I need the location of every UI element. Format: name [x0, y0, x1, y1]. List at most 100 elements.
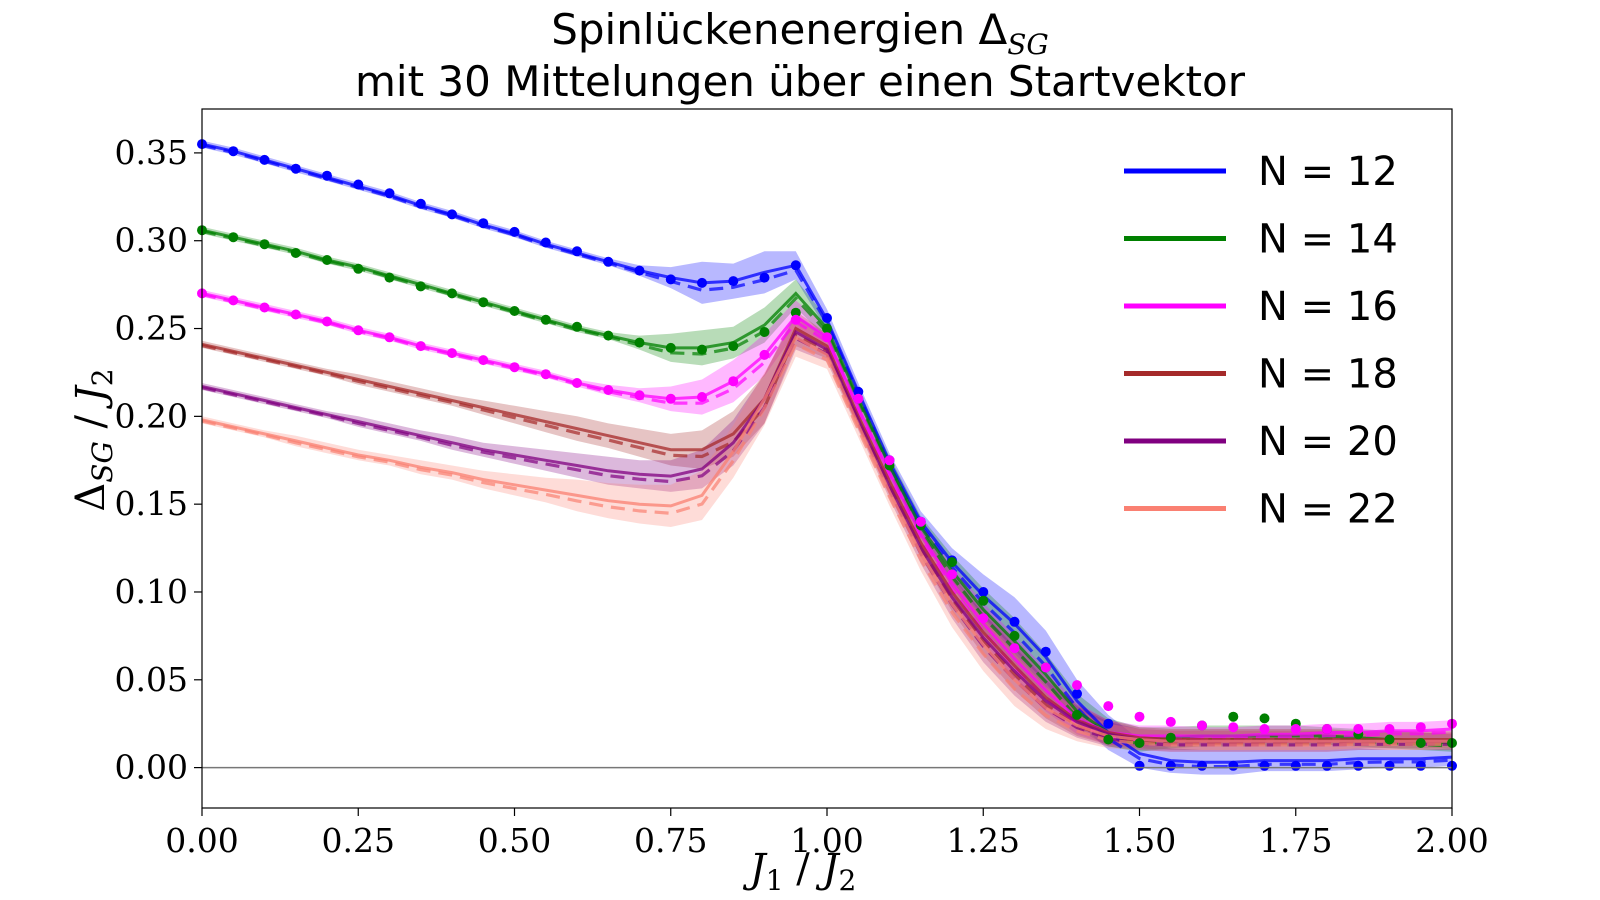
dot-n14 — [728, 341, 739, 352]
dot-n12 — [1415, 760, 1426, 771]
dot-n16 — [759, 349, 770, 360]
dot-n12 — [384, 188, 395, 199]
dot-n14 — [415, 281, 426, 292]
x-axis-ticks: 0.00 0.25 0.50 0.75 1.00 1.25 1.50 1.75 2.00 — [165, 808, 1489, 860]
legend-label-n14: N = 14 — [1258, 217, 1398, 263]
band-n18 — [202, 311, 1452, 750]
dot-n12 — [290, 163, 301, 174]
dot-n14 — [509, 306, 520, 316]
dashed-line-n22 — [201, 341, 1452, 747]
dot-n12 — [603, 256, 614, 267]
dot-n16 — [915, 516, 926, 527]
legend-label-n18: N = 18 — [1258, 352, 1398, 398]
legend: N = 12 N = 14 N = 16 N = 18 N = 20 N = 22 — [1124, 149, 1398, 533]
dot-n16 — [1009, 643, 1020, 654]
dot-n14 — [572, 321, 582, 332]
dot-n14 — [447, 288, 457, 299]
y-tick-label: 0.30 — [115, 221, 188, 260]
legend-label-n16: N = 16 — [1258, 284, 1398, 330]
dot-n14 — [1415, 738, 1426, 748]
dot-n12 — [1384, 760, 1395, 771]
x-tick-label: 1.00 — [790, 821, 863, 860]
dot-n14 — [478, 297, 489, 308]
dot-n16 — [540, 369, 551, 380]
dot-n16 — [228, 295, 239, 306]
x-tick-label: 0.00 — [165, 821, 238, 860]
dot-n16 — [1384, 724, 1395, 734]
dot-n16 — [384, 332, 395, 343]
dot-n14 — [540, 314, 551, 325]
y-tick-label: 0.15 — [115, 484, 188, 523]
y-tick-label: 0.25 — [115, 309, 188, 348]
dot-n16 — [1040, 662, 1051, 673]
dot-n12 — [447, 209, 457, 220]
dot-n16 — [853, 393, 864, 404]
dot-n14 — [384, 272, 395, 283]
dot-n16 — [697, 392, 707, 402]
dot-n14 — [790, 307, 801, 318]
dot-n14 — [1103, 734, 1114, 745]
solid-line-n22 — [201, 335, 1452, 743]
dashed-line-n12 — [201, 143, 1453, 769]
dot-n12 — [322, 170, 332, 181]
dot-n12 — [478, 218, 489, 229]
x-tick-label: 1.75 — [1259, 821, 1332, 860]
dot-n14 — [1072, 709, 1082, 720]
y-tick-label: 0.35 — [115, 133, 188, 172]
dot-n14 — [947, 557, 957, 568]
dot-n14 — [1384, 734, 1395, 745]
dot-n12 — [978, 587, 989, 597]
dot-n12 — [415, 198, 426, 209]
dot-n14 — [259, 239, 270, 250]
dot-n12 — [728, 276, 739, 287]
dot-n16 — [1353, 724, 1364, 734]
dot-n12 — [634, 265, 645, 276]
dot-n12 — [259, 154, 270, 165]
dot-n14 — [1228, 711, 1239, 722]
x-tick-label: 0.75 — [634, 821, 707, 860]
dot-n12 — [790, 260, 801, 271]
dot-n16 — [1228, 722, 1239, 733]
dot-n14 — [1009, 630, 1020, 641]
x-tick-label: 1.25 — [947, 821, 1020, 860]
legend-label-n12: N = 12 — [1258, 149, 1398, 195]
dot-n14 — [978, 595, 989, 606]
dot-n16 — [665, 393, 676, 404]
chart-title-line1: Spinlückenenergien ΔSG — [551, 5, 1049, 61]
dot-n14 — [228, 232, 239, 243]
dot-n16 — [1322, 724, 1332, 734]
y-tick-label: 0.10 — [115, 572, 188, 611]
y-tick-label: 0.20 — [115, 396, 188, 435]
dot-n14 — [290, 248, 301, 258]
dot-n14 — [322, 255, 332, 265]
dot-n16 — [822, 332, 832, 343]
dot-n12 — [759, 272, 770, 283]
x-tick-label: 0.25 — [322, 821, 395, 860]
dot-n12 — [228, 146, 239, 157]
x-tick-label: 1.50 — [1103, 821, 1176, 860]
dot-n12 — [509, 226, 520, 237]
dot-n12 — [572, 246, 582, 257]
dot-n16 — [322, 316, 332, 327]
dot-n12 — [1322, 760, 1332, 771]
dot-n16 — [1072, 680, 1082, 691]
dot-n16 — [1197, 720, 1207, 731]
dot-n12 — [1072, 688, 1082, 699]
dot-n16 — [1165, 716, 1176, 727]
dot-n16 — [259, 302, 270, 313]
dot-n12 — [1009, 616, 1020, 627]
dot-n14 — [1134, 738, 1145, 748]
dot-n12 — [1228, 760, 1239, 771]
dot-n14 — [1259, 713, 1270, 724]
dot-n12 — [853, 386, 864, 397]
dot-n16 — [728, 376, 739, 387]
dot-n14 — [603, 330, 614, 341]
dot-n14 — [759, 327, 770, 337]
dot-n12 — [353, 179, 364, 190]
y-tick-label: 0.05 — [115, 660, 188, 699]
dot-n12 — [1290, 760, 1301, 771]
dot-n14 — [665, 342, 676, 353]
dot-n16 — [978, 613, 989, 624]
dot-n14 — [822, 323, 832, 334]
